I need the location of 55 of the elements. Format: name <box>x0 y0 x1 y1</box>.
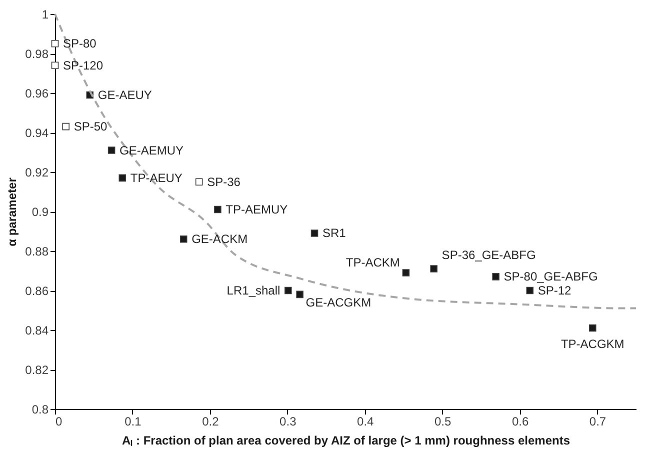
point <box>214 206 222 214</box>
x-axis-title: Aₗ : Fraction of plan area covered by AIZ of large (> 1 mm) roughness elements <box>122 434 570 448</box>
point <box>310 230 318 237</box>
point <box>296 290 304 298</box>
x-tick-label: 0.7 <box>589 414 606 428</box>
annotation: TP-AEMUY <box>226 202 288 217</box>
annotation: SP-36_GE-ABFG <box>442 248 536 262</box>
y-tick-label: 0.9 <box>32 205 49 219</box>
y-tick-label: 0.92 <box>25 166 49 180</box>
point <box>526 286 534 294</box>
annotation: SP-12 <box>538 284 572 298</box>
y-tick-label: 0.94 <box>25 126 49 140</box>
point <box>588 324 596 332</box>
annotation: SP-50 <box>74 120 108 134</box>
point <box>118 174 126 182</box>
x-tick-label: 0.4 <box>357 414 374 428</box>
annotation: SP-36 <box>207 174 241 189</box>
x-tick-label: 0 <box>56 414 62 428</box>
y-tick-label: 0.84 <box>25 324 49 338</box>
annotation: SP-80_GE-ABFG <box>504 270 598 284</box>
x-tick-label: 0.6 <box>512 414 529 428</box>
point <box>195 178 203 186</box>
point <box>492 273 500 280</box>
point <box>51 62 59 69</box>
annotation: GE-ACGKM <box>306 295 372 310</box>
annotation: GE-ACKM <box>192 232 248 246</box>
annotation: SP-120 <box>63 58 104 72</box>
y-tick-label: 0.88 <box>25 244 49 258</box>
annotation: SR1 <box>322 226 346 240</box>
y-axis-title: α parameter <box>5 177 20 246</box>
annotation: SP-80 <box>63 36 97 51</box>
y-tick-label: 0.86 <box>25 284 49 298</box>
line-series <box>54 13 637 310</box>
annotation: TP-ACGKM <box>560 337 624 352</box>
x-tick-label: 0.2 <box>202 414 220 428</box>
point <box>180 236 188 243</box>
x-tick-label: 0.1 <box>124 414 142 428</box>
point <box>62 122 70 130</box>
point <box>108 146 116 154</box>
point <box>284 286 292 294</box>
annotation: TP-AEUY <box>130 170 182 185</box>
x-tick-label: 0.5 <box>434 414 452 428</box>
point <box>430 265 438 272</box>
annotation: TP-ACKM <box>346 256 400 270</box>
y-tick-label: 0.82 <box>25 363 49 377</box>
x-tick-label: 0.3 <box>280 414 297 428</box>
annotation: GE-AEUY <box>98 88 152 102</box>
annotation: LR1_shall <box>226 284 280 298</box>
y-tick-label: 0.98 <box>25 47 49 61</box>
y-tick-label: 0.8 <box>32 402 49 416</box>
point <box>51 40 59 48</box>
annotation: GE-AEMUY <box>120 143 184 158</box>
y-tick-label: 0.96 <box>25 86 49 100</box>
y-tick-label: 1 <box>42 8 49 22</box>
point <box>402 269 410 276</box>
